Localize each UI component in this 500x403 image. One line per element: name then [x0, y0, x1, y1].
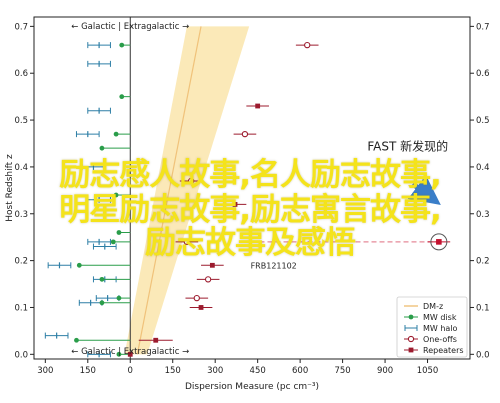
legend-label-repeaters: Repeaters: [423, 346, 464, 355]
overlay-text-line-3: 励志故事及感悟: [145, 225, 356, 261]
one-off-point: [204, 276, 212, 283]
legend-label-dmz: DM-z: [423, 302, 443, 311]
fast-point: [436, 239, 442, 245]
mw-disk-point: [99, 145, 105, 151]
legend-key-repeaters: [408, 347, 414, 353]
plot-frame: [33, 16, 471, 360]
x-tick-label: 150: [80, 366, 96, 376]
repeater-point: [209, 262, 215, 268]
mw-disk-point: [113, 131, 119, 137]
one-off-point: [183, 238, 191, 246]
mw-disk-point: [110, 239, 116, 245]
top-galactic-label: ← Galactic | Extragalactic →: [71, 22, 189, 32]
x-tick-label: 900: [377, 366, 393, 376]
legend-label-one_offs: One-offs: [423, 335, 457, 344]
y-tick-label-left: 0.0: [14, 350, 28, 360]
bottom-galactic-label: ← Galactic | Extragalactic →: [71, 347, 189, 357]
y-tick-label-right: 0.2: [476, 257, 490, 267]
mw-disk-point: [113, 192, 119, 198]
y-tick-label-left: 0.4: [14, 163, 28, 173]
one-off-point: [304, 41, 311, 49]
y-tick-label-left: 0.6: [14, 69, 28, 79]
legend-box: [396, 296, 468, 358]
fast-arrow: [407, 175, 441, 205]
mw-disk-point: [119, 94, 125, 100]
mw-disk-point: [119, 42, 125, 48]
y-tick-label-left: 0.1: [14, 303, 28, 313]
y-tick-label-right: 0.5: [476, 116, 490, 126]
y-tick-label-left: 0.7: [14, 22, 28, 32]
y-tick-label-right: 0.3: [476, 210, 490, 220]
y-tick-label-right: 0.7: [476, 22, 490, 32]
legend-label-mw_disk: MW disk: [423, 313, 457, 322]
legend-key-one-offs: [407, 335, 415, 343]
repeater-point: [127, 351, 133, 357]
mw-disk-point: [76, 262, 82, 268]
y-tick-label-left: 0.3: [14, 210, 28, 220]
mw-disk-point: [74, 337, 79, 343]
one-off-point: [241, 130, 249, 138]
y-tick-label-left: 0.5: [14, 116, 28, 126]
x-tick-label: 750: [334, 366, 350, 376]
mw-disk-point: [116, 295, 122, 301]
fast-point-ring: [430, 233, 448, 251]
mw-disk-point: [116, 230, 122, 235]
legend-key-mw-disk: [408, 314, 414, 320]
y-tick-label-right: 0.6: [476, 69, 490, 79]
y-tick-label-right: 0.1: [476, 303, 490, 313]
x-tick-label: 450: [250, 366, 266, 376]
x-tick-label: 0: [128, 366, 133, 376]
dmz-line: [136, 26, 202, 355]
x-tick-label: 300: [207, 366, 223, 376]
mw-disk-point: [116, 351, 122, 357]
mw-disk-point: [99, 276, 105, 282]
fast-annotation: FAST 新发现的: [367, 139, 448, 154]
x-tick-label: 1050: [417, 366, 439, 376]
y-tick-label-right: 0.0: [476, 350, 490, 360]
plot-area: [44, 17, 451, 359]
mw-disk-point: [99, 300, 105, 306]
overlay-text-line-2: 明星励志故事,励志寓言故事,: [59, 192, 442, 228]
y-tick-label-left: 0.2: [14, 257, 28, 267]
one-off-point: [193, 294, 200, 302]
legend-label-mw_halo: MW halo: [423, 324, 458, 333]
dmz-band: [124, 26, 250, 355]
x-axis-label: Dispersion Measure (pc cm⁻³): [185, 382, 319, 392]
one-off-point: [187, 177, 195, 185]
x-tick-label: 150: [165, 366, 181, 376]
repeater-point: [232, 201, 238, 207]
x-tick-label: 300: [37, 366, 53, 376]
y-axis-label: Host Redshift z: [5, 154, 15, 222]
overlay-text-line-1: 励志感人故事,名人励志故事,: [59, 157, 442, 193]
repeater-point: [255, 103, 261, 109]
frb121102-label: FRB121102: [251, 261, 297, 270]
x-tick-label: 600: [292, 366, 308, 376]
y-tick-label-right: 0.4: [476, 163, 490, 173]
repeater-point: [153, 337, 159, 343]
repeater-point: [198, 305, 204, 310]
